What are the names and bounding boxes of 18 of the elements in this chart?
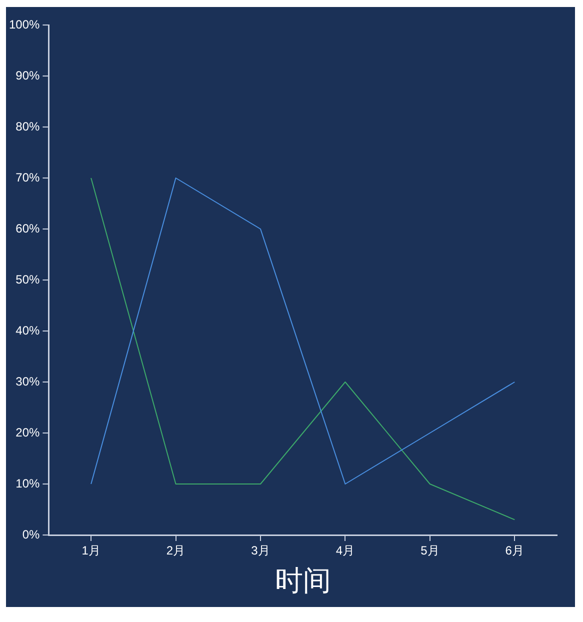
- y-tick-label: 80%: [16, 119, 40, 134]
- y-tick-label: 40%: [16, 323, 40, 338]
- x-tick-label: 1月: [82, 544, 100, 558]
- y-tick-label: 20%: [16, 425, 40, 440]
- x-tick-label: 4月: [336, 544, 355, 558]
- x-tick-label: 2月: [166, 544, 186, 558]
- y-tick-label: 60%: [16, 221, 40, 236]
- x-tick-label: 3月: [251, 544, 270, 558]
- y-tick-label: 10%: [16, 476, 40, 490]
- y-tick-label: 70%: [16, 170, 40, 184]
- y-tick-label: 30%: [16, 374, 40, 388]
- y-tick-label: 50%: [16, 272, 40, 286]
- x-axis-title: 时间: [274, 564, 331, 596]
- y-tick-label: 0%: [22, 527, 40, 542]
- x-tick-label: 5月: [420, 544, 440, 558]
- y-tick-label: 100%: [8, 17, 40, 32]
- y-tick-label: 90%: [16, 68, 40, 82]
- x-tick-label: 6月: [505, 544, 524, 558]
